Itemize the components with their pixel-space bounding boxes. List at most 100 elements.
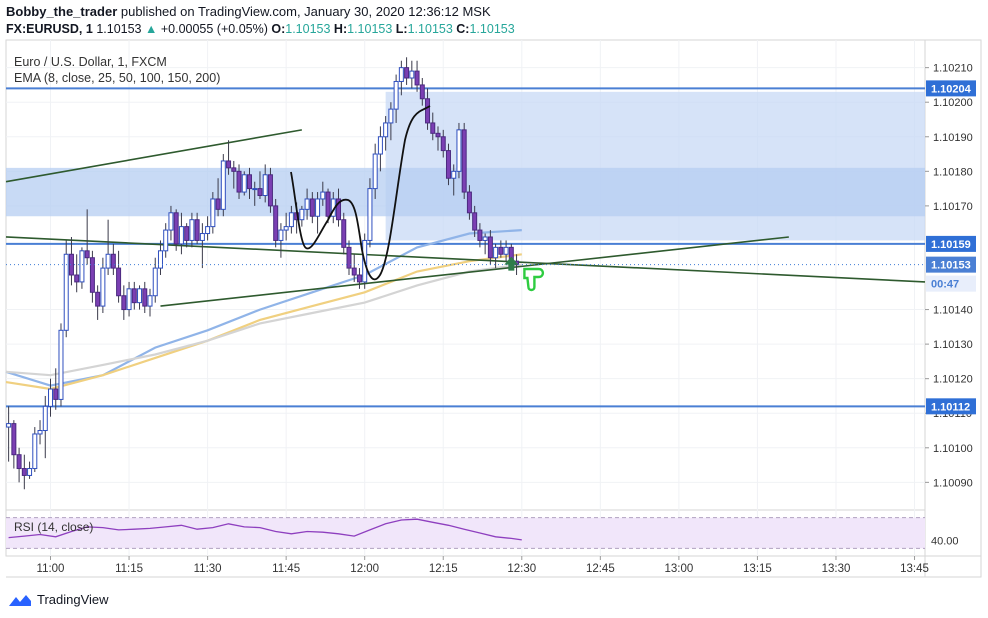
candle-95 (503, 240, 509, 262)
candle-body (377, 136, 383, 155)
candle-5 (32, 427, 38, 472)
candle-93 (493, 243, 499, 269)
candle-body (58, 329, 64, 400)
time-tick-label: 13:00 (664, 563, 693, 575)
candle-40 (215, 178, 221, 217)
candle-body (440, 136, 446, 152)
candle-22 (121, 285, 127, 320)
candle-body (252, 188, 258, 191)
candle-89 (472, 205, 478, 237)
candle-87 (461, 122, 467, 199)
time-tick-label: 12:00 (350, 563, 379, 575)
rsi-line (8, 518, 522, 541)
candle-body (152, 267, 158, 297)
candle-34 (184, 223, 190, 248)
author-name[interactable]: Bobby_the_trader (6, 4, 118, 19)
candle-44 (236, 164, 242, 199)
pattern-curve-annotation[interactable] (290, 105, 431, 281)
candle-body (110, 253, 116, 269)
price-tick-label: 1.10140 (933, 305, 973, 317)
candle-61 (325, 188, 331, 224)
candle-7 (42, 395, 48, 459)
tradingview-logo[interactable]: TradingView (8, 592, 109, 607)
candle-body (456, 129, 462, 172)
up-arrow-icon[interactable] (504, 256, 519, 271)
candle-65 (346, 240, 352, 275)
candle-9 (53, 368, 59, 410)
annotation-markers[interactable] (504, 256, 545, 292)
candle-15 (84, 209, 90, 265)
candle-86 (456, 122, 462, 179)
candle-81 (430, 112, 436, 141)
candle-67 (356, 268, 362, 289)
candle-76 (404, 57, 410, 85)
candle-body (487, 236, 493, 259)
price-badge-label: 1.10204 (931, 83, 972, 95)
legend-ema: EMA (8, close, 25, 50, 100, 150, 200) (14, 71, 220, 85)
candle-body (105, 253, 111, 269)
candle-body (309, 198, 315, 217)
price-axis-ticks: 1.10210 1.10200 1.10190 1.10180 1.10170 1.101… (925, 63, 973, 489)
candle-29 (157, 240, 163, 275)
candle-59 (315, 192, 321, 234)
candle-body (288, 212, 294, 228)
candle-body (157, 250, 163, 269)
candle-body (21, 468, 27, 476)
candle-body (6, 423, 12, 428)
candle-body (126, 288, 132, 311)
candle-20 (110, 243, 116, 275)
time-tick-label: 11:45 (272, 563, 300, 575)
thumbs-down-icon[interactable] (523, 267, 545, 292)
candle-body (210, 198, 216, 228)
candle-0 (6, 406, 12, 462)
trendlines[interactable] (5, 129, 926, 307)
candle-6 (37, 420, 43, 445)
high-value: 1.10153 (347, 22, 393, 36)
trendline-lower-channel[interactable] (160, 236, 789, 307)
candle-47 (252, 181, 258, 206)
candle-body (320, 191, 326, 200)
candle-body (325, 191, 331, 217)
candle-body (262, 174, 268, 197)
candle-36 (194, 212, 200, 244)
candle-43 (231, 160, 237, 189)
candle-body (273, 205, 279, 241)
candle-32 (173, 209, 179, 251)
tradingview-brand-text: TradingView (37, 592, 109, 607)
candle-body (425, 98, 431, 124)
price-tick-label: 1.10100 (933, 443, 973, 455)
price-badge-label: 1.10112 (931, 401, 970, 413)
candle-body (498, 246, 504, 255)
trendline-descending[interactable] (5, 236, 926, 283)
candle-56 (299, 205, 305, 227)
candle-53 (283, 212, 289, 241)
trendline-upper-channel[interactable] (5, 129, 302, 183)
candle-body (367, 188, 373, 241)
candle-54 (288, 205, 294, 234)
candle-body (178, 226, 184, 245)
time-tick-label: 13:30 (822, 563, 851, 575)
price-badge-label: 1.10159 (931, 239, 971, 251)
candle-73 (388, 102, 394, 141)
candle-body (430, 122, 436, 134)
candle-body (220, 160, 226, 210)
price-tick-label: 1.10210 (933, 63, 973, 75)
candle-16 (89, 250, 95, 303)
candle-72 (383, 116, 389, 151)
candle-66 (351, 254, 357, 282)
candle-body (215, 198, 221, 210)
candle-21 (116, 250, 122, 303)
legend-rsi: RSI (14, close) (14, 520, 93, 534)
candle-body (236, 170, 242, 193)
candle-body (267, 174, 273, 207)
change-up-icon: ▲ (144, 22, 158, 36)
candle-4 (27, 461, 33, 479)
price-tick-label: 1.10190 (933, 132, 973, 144)
publication-line: Bobby_the_trader published on TradingVie… (6, 4, 491, 19)
candle-body (74, 274, 80, 283)
tradingview-logo-icon (9, 594, 31, 606)
candle-13 (74, 254, 80, 293)
candle-body (419, 84, 425, 100)
candle-body (100, 267, 106, 307)
